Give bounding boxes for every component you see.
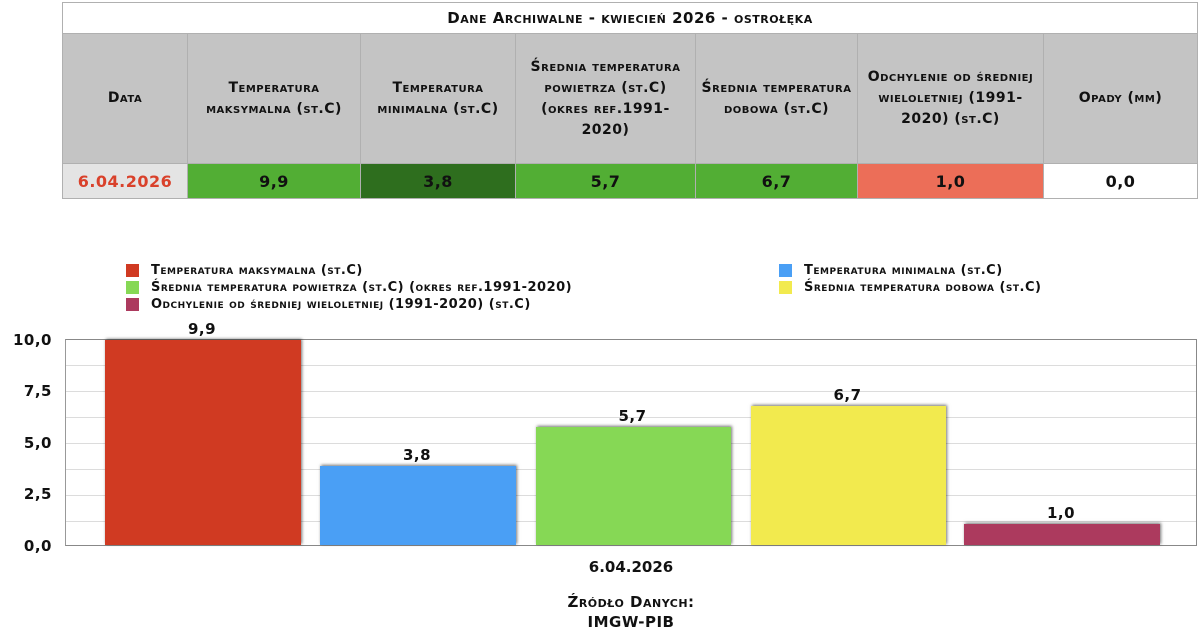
cell-t-avg-ref: 5,7 [515,163,696,199]
cell-deviation: 1,0 [857,163,1044,199]
chart-plot-area [65,339,1197,546]
bar-value-label: 3,8 [402,446,432,464]
header-t-avg-ref: Średnia temperatura powietrza (st.C) (ok… [515,33,696,164]
bar-value-label: 6,7 [833,386,862,404]
header-precip: Opady (mm) [1042,33,1199,164]
header-date: Data [62,33,188,164]
x-axis-category-label: 6.04.2026 [588,558,674,576]
header-deviation: Odchylenie od średniej wieloletniej (199… [857,33,1044,164]
chart-legend-left: Temperatura maksymalna (st.C) Średnia te… [126,262,572,313]
data-source-title: Źródło Danych: [567,593,695,611]
table-title: Dane Archiwalne - kwiecień 2026 - ostroł… [61,2,1199,34]
legend-swatch-red [126,264,139,277]
gridline [66,391,1196,392]
y-tick-label: 5,0 [23,434,52,452]
cell-date: 6.04.2026 [62,163,188,199]
bar-t-min [320,466,516,545]
bar-t-max [105,340,301,545]
header-t-avg-daily: Średnia temperatura dobowa (st.C) [695,33,858,164]
bar-value-label: 5,7 [618,407,647,425]
cell-t-avg-daily: 6,7 [695,163,858,199]
y-tick-label: 7,5 [23,382,52,400]
legend-label: Temperatura maksymalna (st.C) [151,263,363,278]
y-tick-label: 0,0 [23,537,52,555]
bar-value-label: 1,0 [1046,504,1076,522]
bar-t-avg-daily [751,406,946,545]
legend-label: Odchylenie od średniej wieloletniej (199… [151,297,531,312]
table-row: 6.04.2026 9,9 3,8 5,7 6,7 1,0 0,0 [62,163,1199,199]
bar-deviation [964,524,1160,545]
gridline [66,417,1196,418]
table-header-row: Data Temperatura maksymalna (st.C) Tempe… [62,33,1199,164]
legend-item-t-min: Temperatura minimalna (st.C) [779,262,1041,279]
y-tick-label: 10,0 [12,331,52,349]
y-tick-label: 2,5 [23,485,52,503]
chart-legend-right: Temperatura minimalna (st.C) Średnia tem… [779,262,1041,296]
bar-t-avg-ref [536,427,731,545]
legend-swatch-yellow [779,281,792,294]
legend-label: Średnia temperatura dobowa (st.C) [804,280,1042,295]
legend-label: Średnia temperatura powietrza (st.C) (ok… [151,280,573,295]
legend-swatch-green [126,281,139,294]
legend-label: Temperatura minimalna (st.C) [804,263,1003,278]
header-t-max: Temperatura maksymalna (st.C) [187,33,361,164]
legend-item-t-avg-ref: Średnia temperatura powietrza (st.C) (ok… [126,279,572,296]
legend-item-t-max: Temperatura maksymalna (st.C) [126,262,572,279]
gridline [66,365,1196,366]
bar-value-label: 9,9 [187,320,217,338]
cell-t-min: 3,8 [360,163,516,199]
data-source-name: IMGW-PIB [587,613,675,631]
legend-item-deviation: Odchylenie od średniej wieloletniej (199… [126,296,572,313]
cell-precip: 0,0 [1042,163,1199,199]
legend-swatch-blue [779,264,792,277]
archive-data-table: Dane Archiwalne - kwiecień 2026 - ostroł… [61,2,1199,199]
cell-t-max: 9,9 [187,163,361,199]
header-t-min: Temperatura minimalna (st.C) [360,33,516,164]
legend-item-t-avg-daily: Średnia temperatura dobowa (st.C) [779,279,1041,296]
legend-swatch-purple [126,298,139,311]
